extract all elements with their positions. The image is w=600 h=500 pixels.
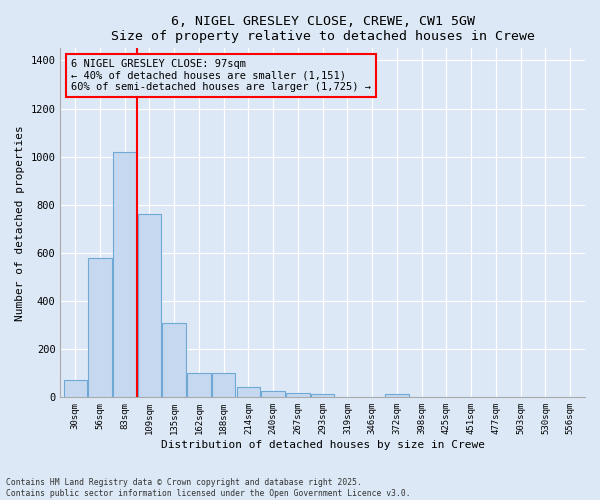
Bar [262,392,285,398]
Bar [212,374,235,398]
Bar [311,394,334,398]
Bar [163,322,186,398]
Bar [138,214,161,398]
Bar [64,380,87,398]
Bar [385,394,409,398]
Text: Contains HM Land Registry data © Crown copyright and database right 2025.
Contai: Contains HM Land Registry data © Crown c… [6,478,410,498]
Bar [88,258,112,398]
X-axis label: Distribution of detached houses by size in Crewe: Distribution of detached houses by size … [161,440,485,450]
Y-axis label: Number of detached properties: Number of detached properties [15,125,25,320]
Bar [237,386,260,398]
Text: 6 NIGEL GRESLEY CLOSE: 97sqm
← 40% of detached houses are smaller (1,151)
60% of: 6 NIGEL GRESLEY CLOSE: 97sqm ← 40% of de… [71,59,371,92]
Bar [113,152,137,398]
Title: 6, NIGEL GRESLEY CLOSE, CREWE, CW1 5GW
Size of property relative to detached hou: 6, NIGEL GRESLEY CLOSE, CREWE, CW1 5GW S… [111,15,535,43]
Bar [286,392,310,398]
Bar [187,374,211,398]
